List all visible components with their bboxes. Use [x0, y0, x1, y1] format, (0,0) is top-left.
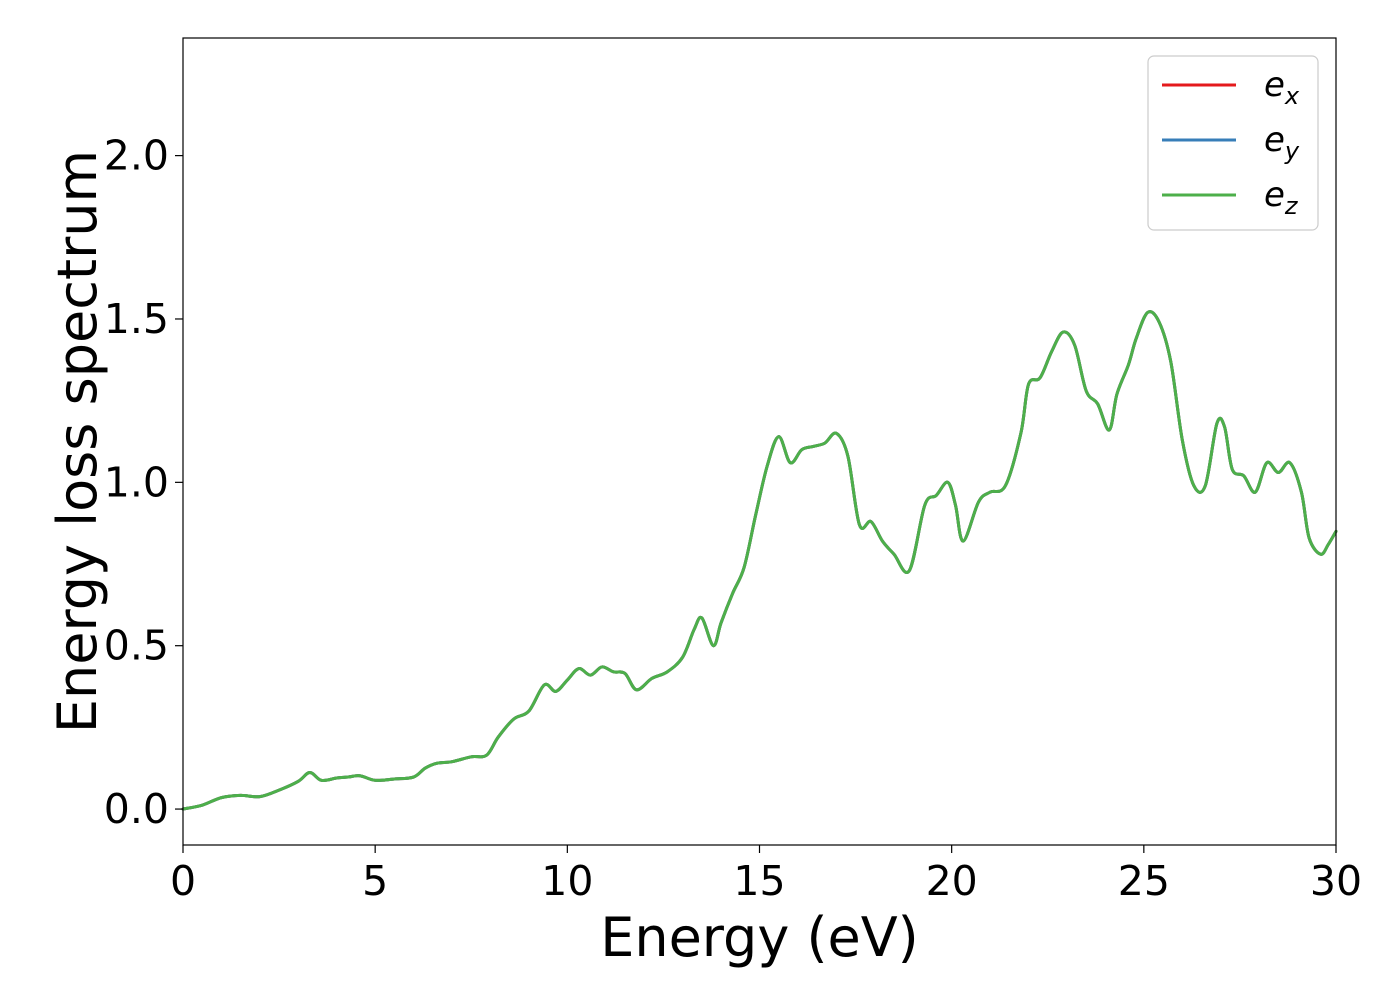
x-tick-label: 5 — [362, 857, 388, 905]
legend-label-y: ey — [1264, 120, 1300, 165]
legend-label-z: ez — [1264, 175, 1299, 220]
legend-box — [1147, 55, 1319, 231]
y-tick-label: 1.5 — [104, 295, 169, 343]
x-axis-label: Energy (eV) — [600, 906, 919, 969]
y-tick-label: 2.0 — [104, 132, 169, 180]
plot-area — [181, 37, 1338, 846]
legend-label-x: ex — [1264, 65, 1300, 110]
x-tick-label: 30 — [1310, 857, 1362, 905]
y-tick-label: 0.5 — [104, 622, 169, 670]
y-tick-label: 0.0 — [104, 785, 169, 833]
legend: ex ey ez — [1147, 55, 1319, 231]
series-line-z — [181, 310, 1338, 811]
x-tick-label: 20 — [926, 857, 978, 905]
y-axis-label: Energy loss spectrum — [46, 150, 109, 733]
y-tick-label: 1.0 — [104, 458, 169, 506]
x-tick-label: 0 — [170, 857, 196, 905]
x-tick-label: 25 — [1118, 857, 1170, 905]
x-tick-label: 10 — [541, 857, 593, 905]
x-axis-ticks: 0 5 10 15 20 25 30 — [170, 845, 1362, 905]
series-layer — [181, 310, 1338, 811]
y-axis-ticks: 0.0 0.5 1.0 1.5 2.0 — [104, 132, 183, 833]
x-tick-label: 15 — [733, 857, 785, 905]
